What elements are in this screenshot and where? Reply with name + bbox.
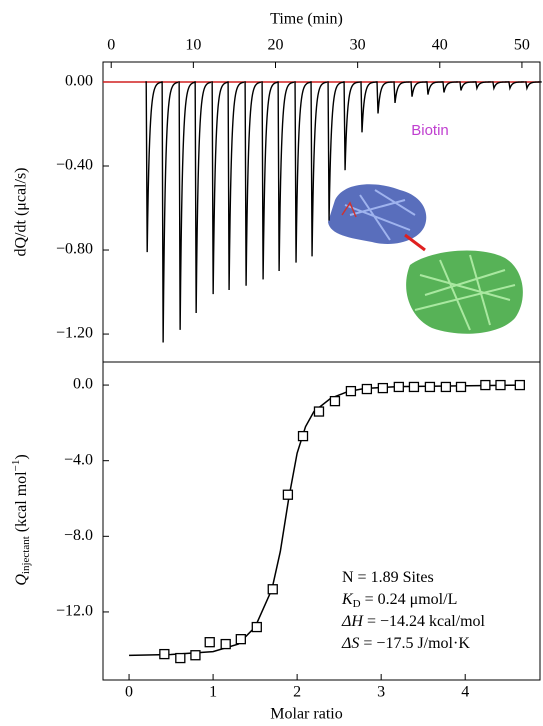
injection-peak xyxy=(244,81,261,286)
fit-parameter-symbol: K xyxy=(341,591,354,608)
y-axis-label: dQ/dt (μcal/s) xyxy=(13,168,30,257)
fit-parameter-text: = −17.5 J/mol·K xyxy=(359,635,470,652)
injection-peak xyxy=(442,81,459,93)
y-tick-label: 0.00 xyxy=(65,73,93,90)
data-point xyxy=(190,650,201,661)
injection-peak xyxy=(360,81,377,133)
data-point xyxy=(480,379,491,391)
data-point xyxy=(235,634,246,645)
x-tick-label: 0 xyxy=(107,37,115,54)
data-point xyxy=(204,637,215,648)
data-point xyxy=(175,652,186,664)
injection-peak xyxy=(343,81,360,171)
y-axis-label-part: (kcal mol xyxy=(13,471,30,536)
injection-peak xyxy=(227,81,244,290)
data-point xyxy=(361,383,373,395)
y-tick-label: −4.0 xyxy=(64,451,93,468)
x-tick-label: 30 xyxy=(350,37,366,54)
plot-frame xyxy=(102,361,541,681)
data-point xyxy=(220,638,231,650)
x-tick-label: 1 xyxy=(209,684,217,701)
x-tick-label: 2 xyxy=(293,684,301,701)
injection-peak xyxy=(492,81,509,91)
data-point xyxy=(408,381,420,393)
y-axis-label-part: ) xyxy=(13,454,30,459)
injection-peak xyxy=(178,81,196,330)
x-tick-label: 20 xyxy=(268,37,284,54)
protein-image xyxy=(328,184,523,334)
injection-peak xyxy=(426,81,443,95)
x-tick-label: 0 xyxy=(125,684,133,701)
injection-peak xyxy=(310,81,327,257)
annotation: Biotin xyxy=(411,122,449,139)
fit-parameter-sub: D xyxy=(353,598,361,610)
data-point xyxy=(393,381,404,393)
injection-peak xyxy=(525,81,542,91)
data-point xyxy=(329,395,341,407)
x-tick-label: 50 xyxy=(514,37,530,54)
data-point xyxy=(313,406,325,417)
injection-peak xyxy=(459,81,476,91)
injection-peak xyxy=(393,81,410,104)
y-axis-label-part: −1 xyxy=(10,460,22,472)
data-point xyxy=(377,382,388,394)
fit-parameter-symbol: ΔS xyxy=(341,635,359,652)
fit-parameter: KD = 0.24 μmol/L xyxy=(341,591,457,610)
data-point xyxy=(514,379,525,391)
y-axis-label-part: Q xyxy=(13,574,30,586)
injection-peak xyxy=(475,81,492,91)
fit-parameter-symbol: ΔH xyxy=(341,613,364,630)
y-tick-label: −12.0 xyxy=(56,603,93,620)
fit-parameter: ΔH = −14.24 kcal/mol xyxy=(341,613,486,630)
injection-peak xyxy=(261,81,278,280)
x-tick-label: 40 xyxy=(432,37,448,54)
fit-parameter-text: = 0.24 μmol/L xyxy=(361,591,458,608)
injection-peak xyxy=(294,81,311,263)
y-axis-label: Qinjectant (kcal mol−1) xyxy=(10,454,32,585)
x-axis-label: Time (min) xyxy=(270,11,343,28)
x-tick-label: 4 xyxy=(461,684,469,701)
y-tick-label: 0.0 xyxy=(73,376,93,393)
injection-peak xyxy=(410,81,427,97)
injection-peak xyxy=(327,81,344,221)
data-point xyxy=(159,648,170,660)
x-tick-label: 10 xyxy=(185,37,201,54)
data-point xyxy=(267,584,278,595)
y-tick-label: −0.80 xyxy=(56,241,93,258)
data-point xyxy=(455,381,467,393)
y-tick-label: −1.20 xyxy=(56,325,93,342)
injection-peak xyxy=(161,81,179,343)
x-tick-label: 3 xyxy=(377,684,385,701)
injection-peak xyxy=(194,81,212,314)
fit-parameter-text: N = 1.89 Sites xyxy=(342,569,434,586)
data-point xyxy=(251,621,262,633)
data-point xyxy=(282,489,294,500)
injection-peak xyxy=(145,81,163,253)
x-axis-label: Molar ratio xyxy=(270,706,342,723)
data-point xyxy=(440,381,452,393)
injection-peak xyxy=(277,81,295,272)
fit-parameter-text: = −14.24 kcal/mol xyxy=(363,613,486,630)
injection-peak xyxy=(211,81,229,295)
data-point xyxy=(297,430,309,442)
fit-parameter: ΔS = −17.5 J/mol·K xyxy=(341,635,470,652)
injection-peak xyxy=(508,81,525,91)
data-point xyxy=(345,385,357,397)
injection-peak xyxy=(376,81,393,114)
fit-parameter: N = 1.89 Sites xyxy=(342,569,434,586)
y-axis-label-part: injectant xyxy=(20,536,32,574)
data-point xyxy=(424,381,436,393)
data-point xyxy=(495,379,506,391)
y-tick-label: −8.0 xyxy=(64,527,93,544)
y-tick-label: −0.40 xyxy=(56,157,93,174)
